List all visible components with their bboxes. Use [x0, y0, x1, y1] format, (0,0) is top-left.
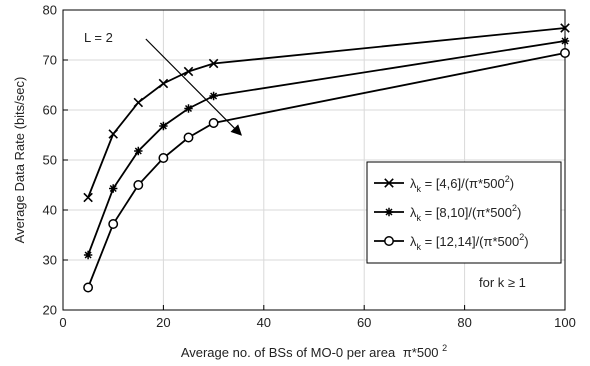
- asterisk-marker-point: [209, 91, 218, 101]
- x-tick-label: 100: [554, 315, 576, 330]
- circle-marker-point: [183, 132, 194, 143]
- x-marker-point: [208, 58, 219, 69]
- legend-close-paren: ): [524, 234, 528, 249]
- legend-value: = [12,14]/(π*500: [421, 234, 519, 249]
- circle-marker-point: [108, 219, 119, 229]
- asterisk-marker-point: [109, 184, 118, 193]
- y-tick-label: 80: [43, 3, 57, 18]
- legend-item-2: λk = [8,10]/(π*5002): [374, 203, 521, 223]
- series-3: [83, 48, 570, 293]
- x-tick-label: 40: [257, 315, 271, 330]
- y-axis-label: Average Data Rate (bits/sec): [12, 77, 27, 244]
- circle-marker-point: [158, 153, 169, 163]
- circle-marker-point: [384, 236, 394, 246]
- y-tick-label: 30: [43, 253, 57, 268]
- legend: λk = [4,6]/(π*5002)λk = [8,10]/(π*5002)λ…: [366, 161, 562, 264]
- y-tick-label: 70: [43, 53, 57, 68]
- asterisk-marker-point: [159, 121, 168, 131]
- asterisk-marker-point: [384, 207, 394, 217]
- asterisk-marker-point: [560, 36, 570, 46]
- legend-close-paren: ): [510, 176, 514, 191]
- x-tick-label: 20: [156, 315, 170, 330]
- legend-close-paren: ): [517, 205, 521, 220]
- legend-value: = [8,10]/(π*500: [421, 205, 512, 220]
- legend-exponent: 2: [512, 203, 517, 213]
- annotation-l-label: L = 2: [84, 30, 113, 45]
- x-marker-point: [158, 78, 169, 89]
- legend-item-1: λk = [4,6]/(π*5002): [374, 174, 514, 194]
- x-marker-point: [108, 129, 118, 139]
- x-axis-label-unit: π*500: [403, 345, 439, 360]
- legend-value: = [4,6]/(π*500: [421, 176, 505, 191]
- legend-item-3: λk = [12,14]/(π*5002): [374, 232, 529, 252]
- circle-marker-point: [133, 180, 144, 190]
- legend-label: λk = [12,14]/(π*5002): [410, 232, 529, 252]
- legend-exponent: 2: [505, 174, 510, 184]
- x-axis-label-main: Average no. of BSs of MO-0 per area: [181, 345, 396, 360]
- legend-label: λk = [8,10]/(π*5002): [410, 203, 521, 223]
- asterisk-marker-point: [83, 250, 93, 260]
- x-marker-point: [83, 192, 93, 203]
- x-axis-label-exponent: 2: [442, 343, 447, 353]
- y-tick-label: 40: [43, 203, 57, 218]
- series-1: [83, 23, 570, 203]
- y-tick-label: 50: [43, 153, 57, 168]
- legend-exponent: 2: [519, 232, 524, 242]
- annotation-k-label: for k ≥ 1: [479, 275, 526, 290]
- circle-marker-point: [560, 48, 570, 58]
- x-tick-label: 60: [357, 315, 371, 330]
- x-axis-label: Average no. of BSs of MO-0 per area π*50…: [181, 343, 447, 360]
- circle-marker-point: [83, 282, 94, 293]
- series-2: [83, 36, 570, 260]
- legend-lambda: λ: [410, 234, 417, 249]
- x-marker-point: [133, 97, 144, 108]
- y-tick-label: 20: [43, 303, 57, 318]
- legend-subscript: k: [417, 242, 422, 252]
- legend-lambda: λ: [410, 176, 417, 191]
- legend-lambda: λ: [410, 205, 417, 220]
- y-tick-label: 60: [43, 103, 57, 118]
- legend-subscript: k: [417, 184, 422, 194]
- trend-arrow: [145, 38, 242, 136]
- x-marker-point: [560, 23, 570, 33]
- asterisk-marker-point: [184, 104, 193, 113]
- series-layer: [83, 23, 570, 293]
- x-tick-label: 80: [457, 315, 471, 330]
- x-marker-point: [183, 66, 194, 77]
- x-tick-label: 0: [59, 315, 66, 330]
- grid-lines: [63, 10, 565, 310]
- legend-label: λk = [4,6]/(π*5002): [410, 174, 514, 194]
- asterisk-marker-point: [134, 146, 143, 156]
- x-marker-point: [384, 178, 394, 188]
- legend-subscript: k: [417, 213, 422, 223]
- circle-marker-point: [208, 118, 219, 128]
